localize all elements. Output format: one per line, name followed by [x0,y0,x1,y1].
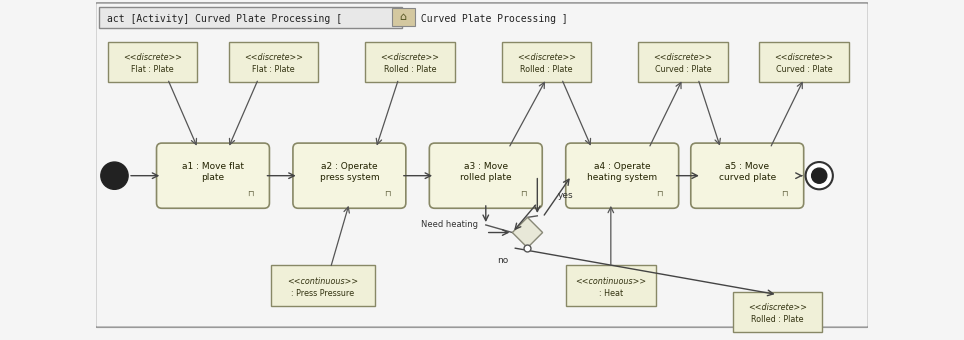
Text: Rolled : Plate: Rolled : Plate [521,65,573,74]
Text: Rolled : Plate: Rolled : Plate [384,65,437,74]
Text: <<discrete>>: <<discrete>> [654,53,712,62]
Text: <<discrete>>: <<discrete>> [748,303,807,312]
Text: a4 : Operate
heating system: a4 : Operate heating system [587,162,657,182]
FancyBboxPatch shape [228,42,318,82]
Text: no: no [497,256,508,265]
Text: Rolled : Plate: Rolled : Plate [751,315,804,324]
FancyBboxPatch shape [691,143,804,208]
Circle shape [101,162,128,189]
FancyBboxPatch shape [293,143,406,208]
FancyBboxPatch shape [108,42,197,82]
Text: yes: yes [558,191,574,200]
Text: Curved : Plate: Curved : Plate [776,65,832,74]
Text: ⊓: ⊓ [656,189,663,198]
Text: Need heating: Need heating [421,220,478,230]
Text: <<continuous>>: <<continuous>> [576,276,647,286]
FancyBboxPatch shape [501,42,591,82]
Text: Flat : Plate: Flat : Plate [253,65,295,74]
FancyBboxPatch shape [566,143,679,208]
Text: a2 : Operate
press system: a2 : Operate press system [320,162,379,182]
FancyBboxPatch shape [271,266,375,306]
FancyBboxPatch shape [365,42,455,82]
FancyBboxPatch shape [760,42,848,82]
Text: act [Activity] Curved Plate Processing [: act [Activity] Curved Plate Processing [ [107,14,342,24]
Circle shape [812,168,827,183]
Text: a5 : Move
curved plate: a5 : Move curved plate [718,162,776,182]
FancyBboxPatch shape [95,3,869,327]
Text: <<discrete>>: <<discrete>> [774,53,834,62]
Text: ⊓: ⊓ [782,189,788,198]
Text: <<continuous>>: <<continuous>> [287,276,359,286]
FancyBboxPatch shape [566,266,656,306]
Text: ⊓: ⊓ [520,189,526,198]
Circle shape [806,162,833,189]
FancyBboxPatch shape [391,8,415,27]
Text: ⊓: ⊓ [384,189,390,198]
Text: Curved Plate Processing ]: Curved Plate Processing ] [415,14,568,24]
Text: <<discrete>>: <<discrete>> [244,53,303,62]
Text: <<discrete>>: <<discrete>> [517,53,576,62]
FancyBboxPatch shape [733,292,822,332]
Text: : Press Pressure: : Press Pressure [291,289,355,298]
FancyBboxPatch shape [429,143,542,208]
Text: : Heat: : Heat [599,289,623,298]
Polygon shape [512,217,543,248]
Text: <<discrete>>: <<discrete>> [381,53,440,62]
Text: a1 : Move flat
plate: a1 : Move flat plate [182,162,244,182]
Text: <<discrete>>: <<discrete>> [122,53,182,62]
Text: ⊓: ⊓ [247,189,254,198]
Text: ⌂: ⌂ [400,12,407,22]
Text: a3 : Move
rolled plate: a3 : Move rolled plate [460,162,512,182]
FancyBboxPatch shape [99,7,402,28]
FancyBboxPatch shape [156,143,269,208]
Text: Flat : Plate: Flat : Plate [131,65,174,74]
FancyBboxPatch shape [638,42,728,82]
Text: Curved : Plate: Curved : Plate [655,65,711,74]
